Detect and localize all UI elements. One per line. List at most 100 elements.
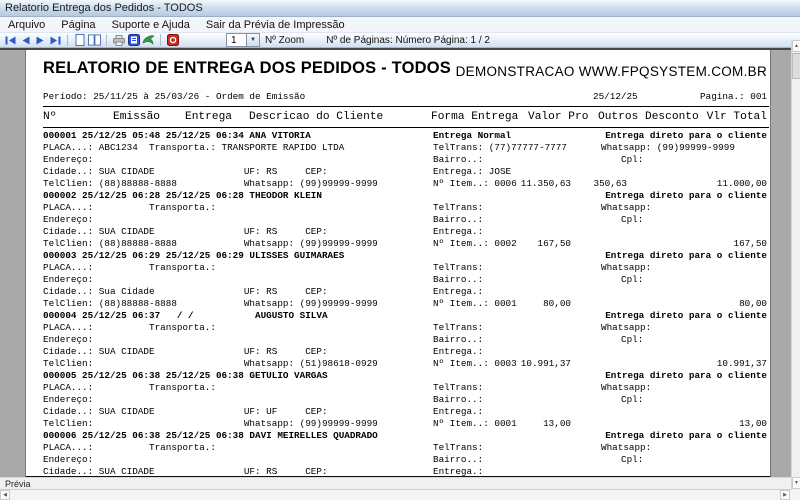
scroll-right-button[interactable]: ▶ [780,490,790,500]
report-text: Nº Item..: 0002 [433,238,517,249]
report-line: Endereço: Bairro..: Cpl: [26,454,770,466]
report-text: 000003 25/12/25 06:29 25/12/25 06:29 ULI… [43,250,345,261]
report-text: 000001 25/12/25 05:48 25/12/25 06:34 ANA… [43,130,311,141]
report-text: TelTrans: [433,322,484,333]
report-line: TelClien: Whatsapp: (51)98618-0929 Nº Ite… [26,358,770,370]
report-text: Whatsapp: (99)99999-9999 [601,142,735,153]
scroll-up-button[interactable]: ▲ [792,40,800,52]
close-preview-button[interactable] [165,34,180,47]
report-line: 000006 25/12/25 06:38 25/12/25 06:38 DAV… [26,430,770,442]
report-text: Whatsapp: [601,262,652,273]
scroll-down-button[interactable]: ▼ [792,477,800,489]
menu-arquivo[interactable]: Arquivo [8,18,46,31]
report-text: Cpl: [621,274,644,285]
report-line: TelClien: (88)88888-8888 Whatsapp: (99)9… [26,238,770,250]
report-line: Cidade..: SUA CIDADE UF: RS CEP: Entrega.… [26,226,770,238]
report-text: 000002 25/12/25 06:28 25/12/25 06:28 THE… [43,190,322,201]
report-line: 000003 25/12/25 06:29 25/12/25 06:29 ULI… [26,250,770,262]
vertical-scrollbar[interactable]: ▲ ▼ [791,40,800,490]
report-line: Endereço: Bairro..: Cpl: [26,274,770,286]
report-line: TelClien: (88)88888-8888 Whatsapp: (99)9… [26,178,770,190]
horizontal-scrollbar[interactable]: ◀ ▶ [0,490,800,500]
report-text: 80,00 [543,298,571,309]
first-page-icon [5,36,16,44]
report-text: 10.991,37 [520,358,571,369]
report-line: Endereço: Bairro..: Cpl: [26,334,770,346]
report-text: TelTrans: (77)77777-7777 [433,142,567,153]
report-text: Entrega direto para o cliente [605,130,767,141]
export-button[interactable] [141,34,156,47]
first-page-button[interactable] [3,34,18,47]
report-line: TelClien: Whatsapp: (99)99999-9999 Nº Ite… [26,418,770,430]
report-text: Entrega.: [433,406,484,417]
status-bar: Prévia [0,477,791,490]
two-page-view-icon [88,34,101,46]
report-text: Endereço: [43,394,94,405]
toolbar-separator [67,34,68,46]
chevron-down-icon[interactable]: ▼ [246,34,259,46]
report-text: 11.000,00 [716,178,767,189]
menu-suporte-e-ajuda[interactable]: Suporte e Ajuda [111,18,190,31]
previous-page-button[interactable] [18,34,33,47]
report-text: 167,50 [733,238,767,249]
print-button[interactable] [111,34,126,47]
print-setup-button[interactable] [126,34,141,47]
report-text: PLACA...: Transporta.: [43,382,216,393]
report-line: Nº Emissão Entrega Descricao do Cliente Form… [26,111,770,123]
report-text: 000006 25/12/25 06:38 25/12/25 06:38 DAV… [43,430,378,441]
next-page-button[interactable] [33,34,48,47]
report-text: 000004 25/12/25 06:37 / / AUGUSTO SILVA [43,310,328,321]
report-text: Entrega.: [433,466,484,477]
report-text: Nº Item..: 0001 [433,298,517,309]
report-text: TelTrans: [433,382,484,393]
last-page-button[interactable] [48,34,63,47]
report-text: Endereço: [43,154,94,165]
report-text: Pagina.: 001 [700,91,767,102]
report-line: PLACA...: Transporta.: TelTrans: Whatsapp: [26,382,770,394]
report-text: Cpl: [621,334,644,345]
report-text: Endereço: [43,214,94,225]
report-line: 000002 25/12/25 06:28 25/12/25 06:28 THE… [26,190,770,202]
two-page-view-button[interactable] [87,34,102,47]
report-text: Valor Pro [528,111,589,123]
report-text: TelTrans: [433,202,484,213]
last-page-icon [50,36,61,44]
report-text: Entrega direto para o cliente [605,430,767,441]
report-rule [43,106,769,107]
report-text: Cpl: [621,214,644,225]
report-text: Forma Entrega [431,111,519,123]
report-text: Cpl: [621,394,644,405]
report-text: 350,63 [593,178,627,189]
report-text: 167,50 [537,238,571,249]
report-text: Bairro..: [433,274,484,285]
report-text: Entrega.: [433,346,484,357]
report-line: PLACA...: Transporta.: TelTrans: Whatsapp: [26,442,770,454]
title-bar[interactable]: Relatorio Entrega dos Pedidos - TODOS [0,0,800,17]
report-text: TelClien: Whatsapp: (51)98618-0929 [43,358,378,369]
single-page-view-icon [75,34,84,46]
toolbar-separator [106,34,107,46]
scroll-left-button[interactable]: ◀ [0,490,10,500]
zoom-select[interactable]: 1 ▼ [226,33,260,47]
report-line: RELATORIO DE ENTREGA DOS PEDIDOS - TODOS [26,60,770,77]
report-text: Entrega.: [433,286,484,297]
report-text: TelClien: (88)88888-8888 Whatsapp: (99)9… [43,238,378,249]
report-line: PLACA...: Transporta.: TelTrans: Whatsapp: [26,322,770,334]
report-line: Cidade..: SUA CIDADE UF: UF CEP: Entrega.… [26,406,770,418]
toolbar: 1 ▼ Nº Zoom Nº de Páginas: Número Página… [0,33,800,48]
report-rule [43,127,769,128]
report-text: TelClien: (88)88888-8888 Whatsapp: (99)9… [43,178,378,189]
report-text: Endereço: [43,454,94,465]
report-line: Cidade..: SUA CIDADE UF: RS CEP: Entrega.… [26,346,770,358]
report-text: 80,00 [739,298,767,309]
report-text: Entrega.: JOSE [433,166,512,177]
report-text: PLACA...: Transporta.: [43,322,216,333]
preview-area: RELATORIO DE ENTREGA DOS PEDIDOS - TODOS… [0,48,791,477]
menu-sair-da-previa[interactable]: Sair da Prévia de Impressão [205,18,345,31]
report-text: Bairro..: [433,154,484,165]
single-page-view-button[interactable] [72,34,87,47]
vertical-scroll-thumb[interactable] [792,53,800,79]
menu-pagina[interactable]: Página [61,18,96,31]
report-line: Cidade..: SUA CIDADE UF: RS CEP: Entrega.… [26,466,770,477]
